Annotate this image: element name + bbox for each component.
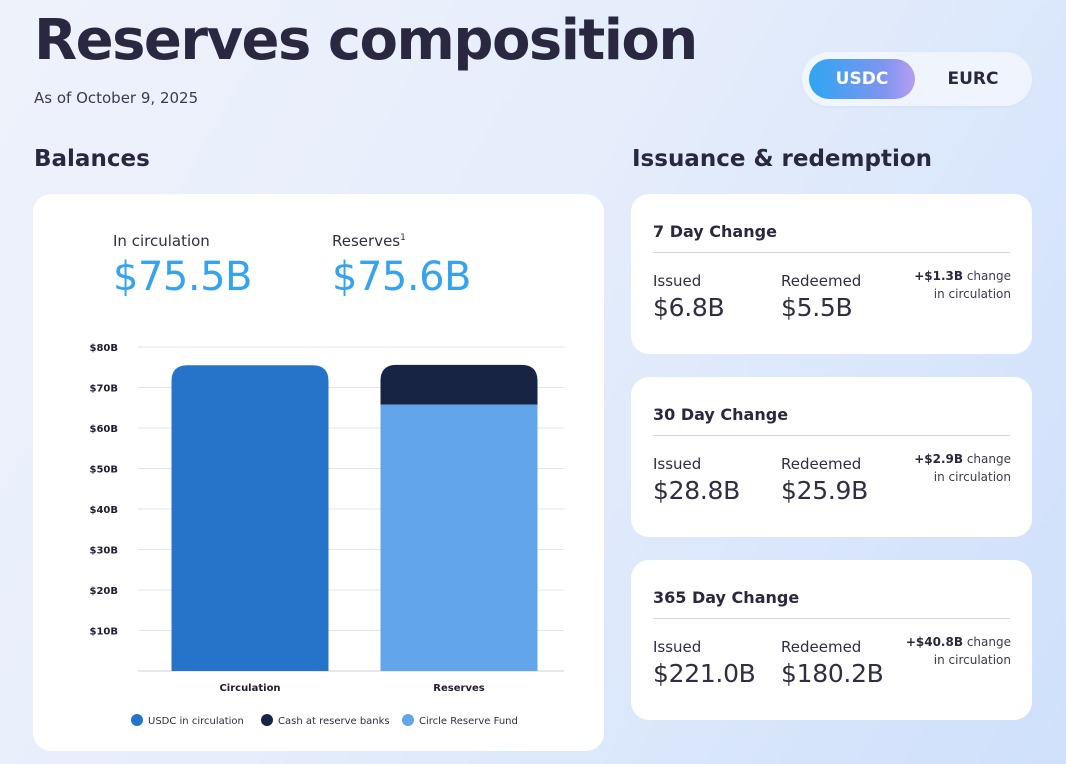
- legend-swatch: [261, 714, 273, 726]
- y-tick-label: $20B: [90, 586, 119, 597]
- change-card-title: 365 Day Change: [653, 588, 800, 607]
- change-suffix: change in circulation: [933, 635, 1011, 667]
- x-category-label: Circulation: [219, 683, 280, 694]
- circulation-label: In circulation: [113, 232, 210, 250]
- y-tick-label: $10B: [90, 627, 119, 638]
- change-amount: +$1.3B: [914, 269, 963, 283]
- issued-label: Issued: [653, 272, 702, 290]
- change-card-title: 30 Day Change: [653, 405, 789, 424]
- legend-label: USDC in circulation: [148, 716, 244, 727]
- reserves-label-text: Reserves: [332, 232, 401, 250]
- usdc-toggle-button[interactable]: USDC: [809, 59, 915, 99]
- circulation-change-note: +$1.3B change in circulation: [901, 267, 1011, 303]
- redeemed-value: $25.9B: [781, 476, 868, 505]
- currency-toggle: USDC EURC: [802, 52, 1032, 106]
- y-tick-label: $30B: [90, 546, 119, 557]
- divider: [653, 435, 1010, 436]
- y-tick-label: $70B: [90, 384, 119, 395]
- redeemed-label: Redeemed: [781, 455, 862, 473]
- balances-card: In circulation $75.5B Reserves1 $75.6B $…: [33, 194, 604, 751]
- divider: [653, 252, 1010, 253]
- change-suffix: change in circulation: [933, 452, 1011, 484]
- bar-usdc-in-circulation: [171, 365, 329, 671]
- reserves-footnote: 1: [400, 233, 406, 243]
- change-card-title: 7 Day Change: [653, 222, 777, 241]
- change-suffix: change in circulation: [933, 269, 1011, 301]
- circulation-value: $75.5B: [113, 254, 252, 300]
- x-category-label: Reserves: [433, 683, 484, 694]
- circulation-change-note: +$2.9B change in circulation: [901, 450, 1011, 486]
- legend-label: Circle Reserve Fund: [419, 716, 518, 727]
- issued-value: $6.8B: [653, 293, 725, 322]
- divider: [653, 618, 1010, 619]
- reserves-label: Reserves1: [332, 232, 406, 250]
- issued-value: $28.8B: [653, 476, 740, 505]
- legend-label: Cash at reserve banks: [278, 716, 390, 727]
- reserves-value: $75.6B: [332, 254, 471, 300]
- change-card-7-day: 7 Day Change Issued $6.8B Redeemed $5.5B…: [631, 194, 1032, 354]
- legend-swatch: [131, 714, 143, 726]
- issued-label: Issued: [653, 638, 702, 656]
- redeemed-value: $5.5B: [781, 293, 853, 322]
- redeemed-value: $180.2B: [781, 659, 884, 688]
- issued-value: $221.0B: [653, 659, 756, 688]
- balances-section-title: Balances: [34, 146, 150, 172]
- change-amount: +$40.8B: [905, 635, 963, 649]
- y-tick-label: $50B: [90, 465, 119, 476]
- change-card-365-day: 365 Day Change Issued $221.0B Redeemed $…: [631, 560, 1032, 720]
- legend-swatch: [402, 714, 414, 726]
- balances-chart: $10B $20B $30B $40B $50B $60B $70B $80B Circulat…: [90, 343, 564, 727]
- y-tick-label: $40B: [90, 505, 119, 516]
- bar-cash-at-reserve-banks: [380, 364, 538, 405]
- redeemed-label: Redeemed: [781, 638, 862, 656]
- eurc-toggle-button[interactable]: EURC: [920, 59, 1026, 99]
- circulation-change-note: +$40.8B change in circulation: [901, 633, 1011, 669]
- change-card-30-day: 30 Day Change Issued $28.8B Redeemed $25…: [631, 377, 1032, 537]
- y-tick-label: $60B: [90, 424, 119, 435]
- issuance-section-title: Issuance & redemption: [632, 146, 932, 172]
- page-title: Reserves composition: [34, 8, 698, 73]
- as-of-date: As of October 9, 2025: [34, 89, 199, 107]
- bar-circle-reserve-fund: [380, 404, 538, 671]
- redeemed-label: Redeemed: [781, 272, 862, 290]
- y-tick-label: $80B: [90, 343, 119, 354]
- change-amount: +$2.9B: [914, 452, 963, 466]
- issued-label: Issued: [653, 455, 702, 473]
